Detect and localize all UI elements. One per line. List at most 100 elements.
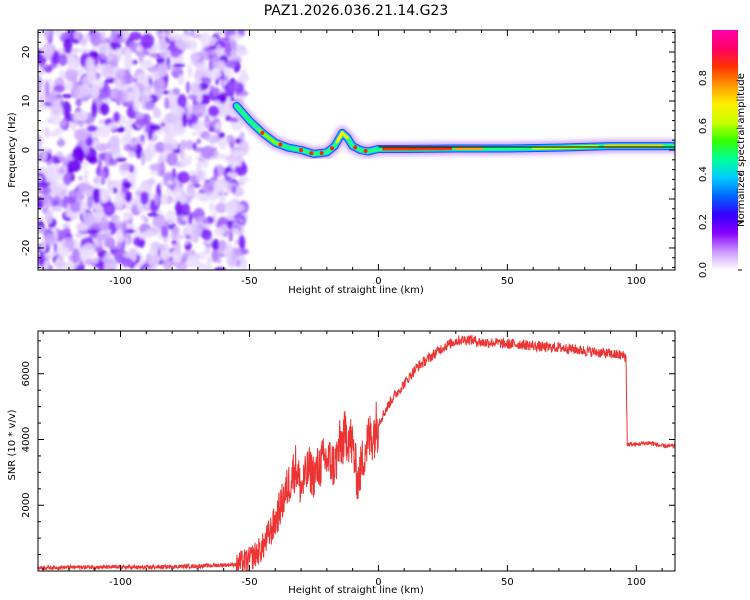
snr-y-tick-label: 4000	[21, 427, 32, 452]
noise-blob	[111, 30, 117, 39]
noise-blob	[187, 64, 193, 79]
snr-y-label: SNR (10 * v/v)	[7, 409, 18, 480]
noise-blob	[66, 196, 76, 205]
noise-blob	[113, 194, 125, 209]
noise-blob	[74, 222, 89, 231]
noise-blob	[154, 192, 160, 206]
noise-blob	[92, 187, 101, 204]
snr-y-tick-label: 6000	[21, 361, 32, 386]
noise-blob	[140, 59, 154, 70]
noise-blob	[203, 157, 209, 169]
noise-blob	[207, 73, 219, 80]
noise-blob	[101, 257, 109, 263]
noise-blob	[38, 30, 43, 38]
noise-blob	[51, 205, 63, 213]
noise-blob	[110, 142, 120, 151]
noise-blob	[192, 234, 200, 244]
noise-blob	[186, 254, 199, 268]
signal-track-dot	[330, 146, 334, 151]
noise-blob	[86, 194, 94, 209]
snr-x-tick-label: -100	[109, 577, 132, 588]
noise-blob	[166, 152, 178, 167]
noise-blob	[159, 193, 169, 206]
noise-blob	[181, 190, 186, 196]
spectrogram-x-tick-label: 0	[375, 276, 381, 287]
colorbar-gradient	[712, 30, 738, 270]
signal-track-dot	[309, 151, 314, 156]
noise-blob	[175, 180, 181, 188]
noise-blob	[214, 266, 227, 270]
noise-blob	[106, 122, 118, 130]
spectrogram-x-tick-label: 100	[627, 276, 646, 287]
spectrogram-y-tick-label: -20	[21, 240, 32, 256]
noise-blob	[215, 202, 227, 214]
noise-blob	[42, 196, 51, 209]
spectrogram-y-axis: -20 -10 0 10 20	[21, 31, 675, 269]
noise-blob	[82, 161, 88, 168]
noise-blob	[113, 89, 128, 103]
noise-blob	[44, 209, 54, 225]
noise-blob	[196, 138, 201, 145]
noise-blob	[173, 63, 186, 68]
noise-blob	[94, 206, 103, 223]
snr-x-label: Height of straight line (km)	[288, 585, 424, 596]
noise-blob	[141, 94, 146, 111]
noise-blob	[85, 189, 93, 197]
noise-blob	[228, 81, 243, 92]
noise-blob	[40, 148, 48, 162]
noise-blob	[192, 142, 197, 151]
noise-blob	[86, 125, 98, 133]
noise-blob	[231, 185, 236, 195]
noise-blob	[196, 161, 204, 169]
noise-blob	[113, 111, 121, 123]
noise-blob	[214, 122, 221, 130]
noise-blob	[104, 153, 110, 169]
noise-blob	[62, 223, 70, 229]
noise-blob	[144, 150, 154, 161]
noise-blob	[148, 74, 157, 79]
noise-blob	[100, 30, 106, 41]
noise-blob	[159, 242, 170, 259]
noise-blob	[133, 96, 140, 113]
noise-blob	[90, 83, 100, 100]
noise-blob	[201, 229, 212, 241]
noise-blob	[147, 252, 160, 269]
noise-blob	[61, 93, 73, 99]
noise-blob	[217, 60, 226, 72]
noise-blob	[98, 152, 107, 161]
noise-blob	[104, 262, 118, 268]
noise-blob	[86, 70, 98, 85]
noise-blob	[154, 141, 166, 153]
noise-blob	[90, 258, 100, 263]
noise-blob	[122, 211, 134, 220]
signal-track-dot	[363, 148, 368, 153]
snr-line-layer	[38, 334, 675, 571]
noise-blob	[145, 229, 156, 238]
noise-blob	[171, 240, 177, 245]
snr-x-tick-label: 100	[627, 577, 646, 588]
noise-blob	[186, 182, 195, 196]
noise-blob	[207, 134, 219, 144]
noise-blob	[232, 214, 246, 221]
signal-track-hot-segment	[335, 130, 349, 144]
noise-blob	[149, 124, 161, 132]
snr-series-line	[38, 334, 675, 571]
figure-title: PAZ1.2026.036.21.14.G23	[264, 3, 449, 19]
spectrogram-x-tick-label: -50	[241, 276, 257, 287]
noise-blob	[177, 74, 185, 86]
signal-track-dot	[353, 145, 358, 150]
noise-blob	[147, 130, 153, 140]
noise-blob	[38, 75, 44, 92]
noise-blob	[80, 246, 87, 263]
noise-blob	[102, 205, 114, 212]
noise-blob	[114, 78, 123, 91]
noise-blob	[161, 30, 166, 41]
noise-blob	[168, 31, 179, 41]
noise-blob	[216, 44, 222, 57]
spectrogram-y-label: Frequency (Hz)	[7, 112, 18, 188]
noise-blob	[89, 30, 103, 47]
noise-blob	[115, 30, 124, 34]
noise-blob	[128, 31, 142, 41]
noise-blob	[213, 227, 226, 237]
snr-x-tick-label: -50	[241, 577, 257, 588]
